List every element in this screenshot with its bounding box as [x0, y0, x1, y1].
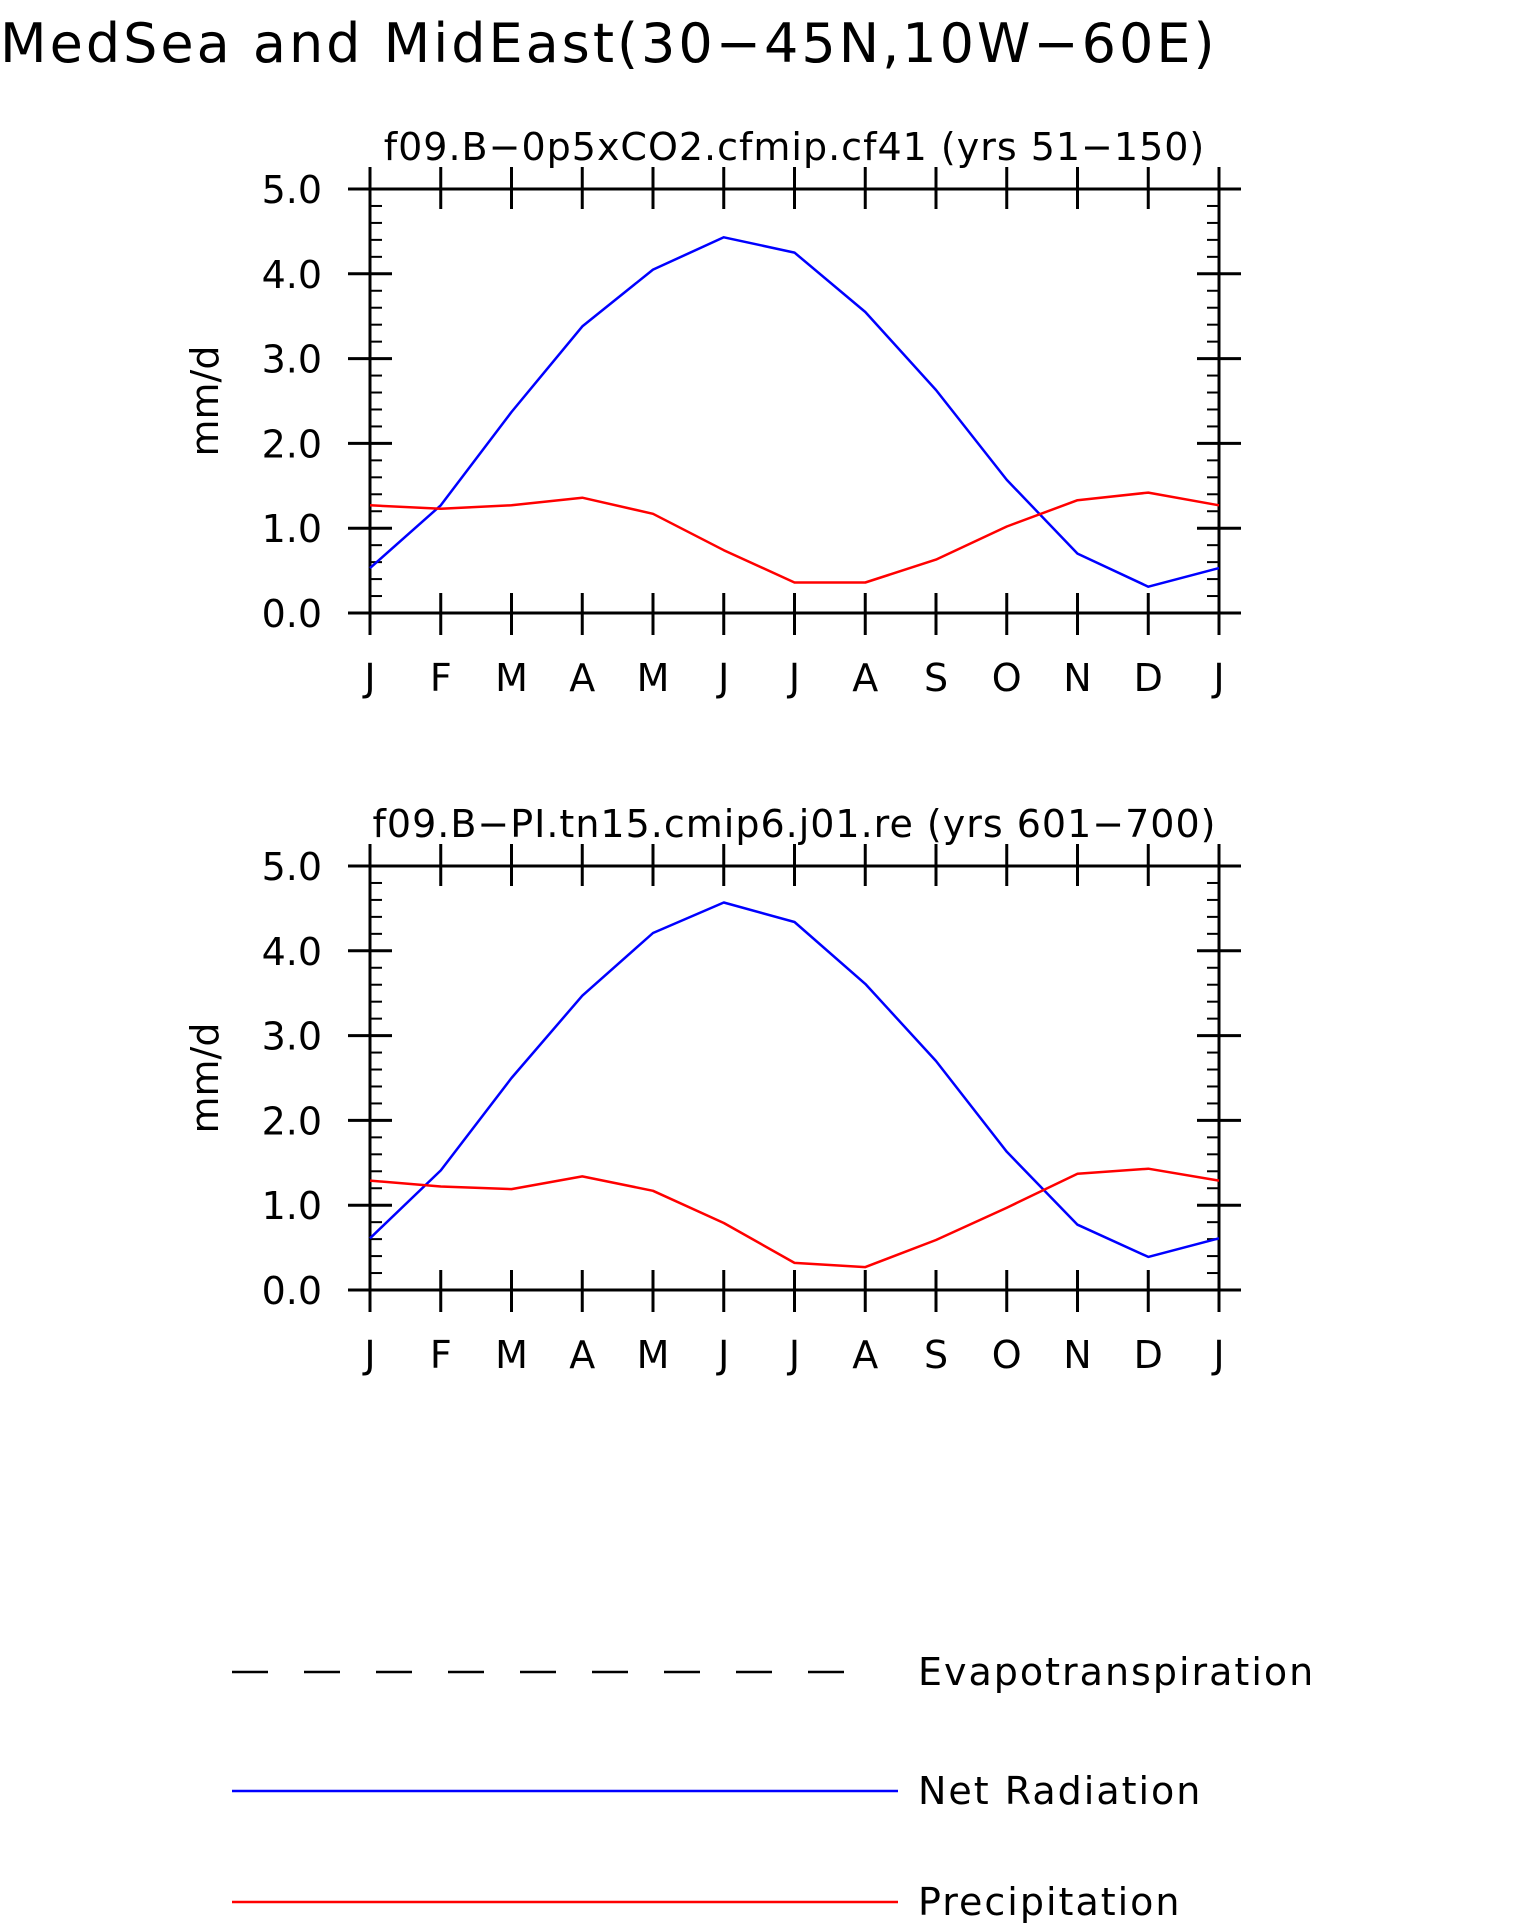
figure-title: MedSea and MidEast(30−45N,10W−60E) — [0, 12, 1218, 75]
x-tick-label: A — [569, 1333, 595, 1377]
y-tick-label: 2.0 — [262, 1099, 322, 1143]
legend-label-evapotranspiration: Evapotranspiration — [918, 1650, 1315, 1694]
x-tick-label: S — [924, 1333, 948, 1377]
chart-panel-1: f09.B−0p5xCO2.cfmip.cf41 (yrs 51−150) mm/… — [183, 125, 1241, 700]
x-tick-label: A — [852, 656, 878, 700]
chart-panel-2: f09.B−PI.tn15.cmip6.j01.re (yrs 601−700)… — [183, 802, 1241, 1377]
y-tick-label: 1.0 — [262, 507, 322, 551]
x-tick-label: M — [637, 1333, 670, 1377]
x-tick-label: J — [362, 656, 375, 700]
series-line-net-radiation — [369, 236, 1220, 588]
panel-title: f09.B−0p5xCO2.cfmip.cf41 (yrs 51−150) — [384, 125, 1206, 169]
y-tick-label: 3.0 — [262, 1015, 322, 1059]
legend: Evapotranspiration Net Radiation Precipita… — [232, 1650, 1315, 1924]
y-tick-label: 0.0 — [262, 1269, 322, 1313]
x-tick-label: O — [992, 656, 1022, 700]
x-tick-label: J — [787, 656, 800, 700]
legend-label-precipitation: Precipitation — [918, 1880, 1182, 1924]
series-line-precipitation — [369, 491, 1220, 584]
y-tick-label: 5.0 — [262, 845, 322, 889]
y-axis-label: mm/d — [183, 1023, 227, 1134]
x-tick-label: J — [1211, 1333, 1224, 1377]
x-tick-label: F — [430, 1333, 452, 1377]
x-tick-label: J — [362, 1333, 375, 1377]
y-tick-label: 5.0 — [262, 168, 322, 212]
x-tick-label: F — [430, 656, 452, 700]
x-tick-label: S — [924, 656, 948, 700]
plot-frame — [368, 864, 1221, 1292]
y-tick-label: 4.0 — [262, 253, 322, 297]
x-tick-label: J — [716, 656, 729, 700]
x-tick-label: D — [1134, 1333, 1163, 1377]
y-tick-label: 0.0 — [262, 592, 322, 636]
x-tick-label: J — [1211, 656, 1224, 700]
x-tick-label: O — [992, 1333, 1022, 1377]
x-tick-label: A — [852, 1333, 878, 1377]
x-tick-label: N — [1063, 656, 1091, 700]
y-tick-label: 4.0 — [262, 930, 322, 974]
x-tick-label: M — [495, 1333, 528, 1377]
x-tick-label: M — [637, 656, 670, 700]
y-axis-label: mm/d — [183, 346, 227, 457]
x-tick-label: J — [787, 1333, 800, 1377]
y-tick-label: 1.0 — [262, 1184, 322, 1228]
x-tick-label: J — [716, 1333, 729, 1377]
series-line-precipitation — [369, 1167, 1220, 1269]
x-tick-label: D — [1134, 656, 1163, 700]
chart-panels: f09.B−0p5xCO2.cfmip.cf41 (yrs 51−150) mm/… — [183, 125, 1241, 1377]
y-tick-label: 2.0 — [262, 422, 322, 466]
panel-title: f09.B−PI.tn15.cmip6.j01.re (yrs 601−700) — [373, 802, 1217, 846]
y-tick-label: 3.0 — [262, 338, 322, 382]
series-line-net-radiation — [369, 901, 1220, 1259]
legend-label-net-radiation: Net Radiation — [918, 1769, 1202, 1813]
x-tick-label: N — [1063, 1333, 1091, 1377]
x-tick-label: M — [495, 656, 528, 700]
x-tick-label: A — [569, 656, 595, 700]
